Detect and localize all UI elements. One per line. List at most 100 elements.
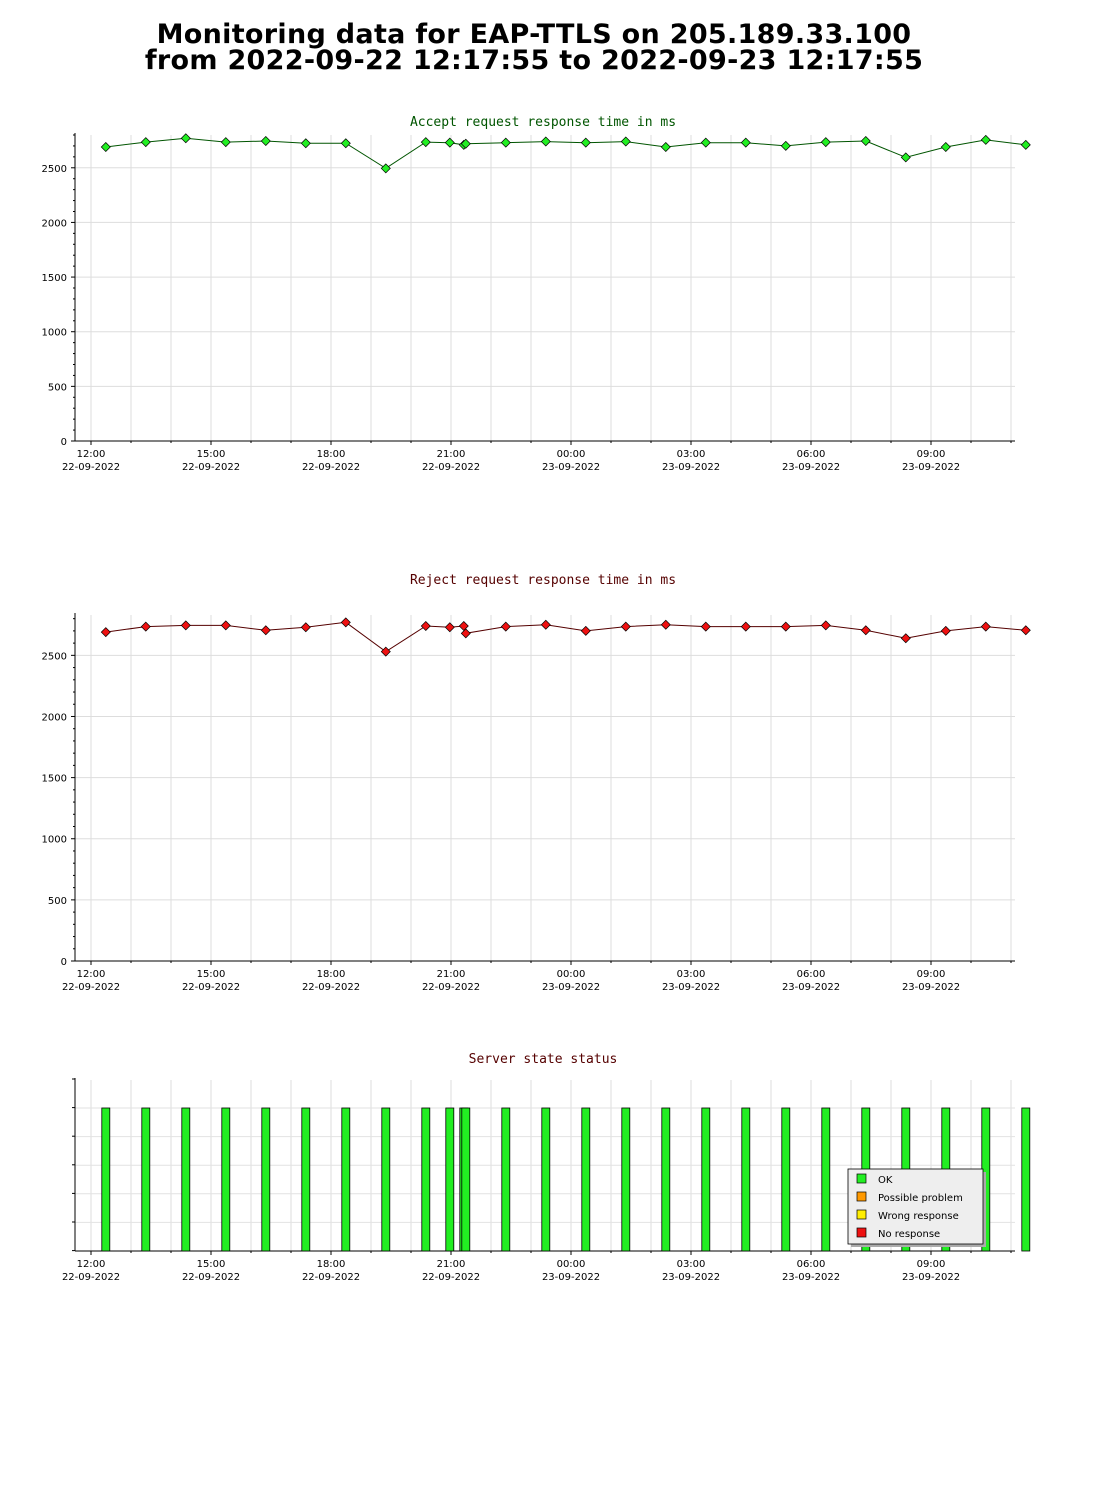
status-bar — [181, 1107, 191, 1252]
data-point — [940, 142, 951, 153]
data-point — [1020, 139, 1031, 150]
x-tick-label-time: 15:00 — [197, 969, 226, 980]
chart-3: Server state status 12:00 22-09-2022 15:00 2… — [62, 1052, 1031, 1283]
x-tick-label-date: 23-09-2022 — [902, 462, 960, 473]
data-point — [820, 137, 831, 148]
data-point — [380, 646, 391, 657]
status-bar — [741, 1107, 751, 1252]
x-tick-label-date: 22-09-2022 — [182, 462, 240, 473]
data-point — [180, 133, 191, 144]
x-tick-label-time: 12:00 — [77, 449, 106, 460]
status-bar — [381, 1107, 391, 1252]
status-bar — [821, 1107, 831, 1252]
x-tick-label-time: 18:00 — [317, 1259, 346, 1270]
y-tick-label: 1000 — [42, 328, 67, 339]
x-tick-label-date: 22-09-2022 — [62, 462, 120, 473]
chart-2: Reject request response time in ms 12:00 2… — [42, 573, 1031, 993]
status-bar — [301, 1107, 311, 1252]
data-point — [220, 620, 231, 631]
x-tick-label-date: 22-09-2022 — [62, 1272, 120, 1283]
data-point — [140, 137, 151, 148]
data-point — [900, 152, 911, 163]
x-tick-label-time: 15:00 — [197, 1259, 226, 1270]
x-tick-label-date: 22-09-2022 — [182, 982, 240, 993]
x-tick-label-time: 03:00 — [677, 449, 706, 460]
status-bar — [1021, 1107, 1031, 1252]
x-tick-label-date: 23-09-2022 — [902, 1272, 960, 1283]
x-tick-label-date: 23-09-2022 — [542, 462, 600, 473]
legend-label: Wrong response — [878, 1211, 959, 1222]
x-tick-label-date: 23-09-2022 — [662, 982, 720, 993]
x-tick-label-date: 22-09-2022 — [422, 982, 480, 993]
status-bar — [445, 1107, 455, 1252]
data-point — [620, 621, 631, 632]
y-tick-label: 2000 — [42, 218, 67, 229]
legend-label: No response — [878, 1229, 940, 1240]
chart-1: Accept request response time in ms 12:00 2… — [42, 115, 1031, 473]
data-point — [340, 138, 351, 149]
data-point — [940, 625, 951, 636]
x-tick-label-time: 21:00 — [437, 969, 466, 980]
x-tick-label-time: 06:00 — [797, 449, 826, 460]
x-tick-label-time: 00:00 — [557, 1259, 586, 1270]
x-tick-label-time: 21:00 — [437, 449, 466, 460]
data-point — [300, 622, 311, 633]
data-point — [740, 137, 751, 148]
series-line — [105, 137, 1026, 169]
data-point — [660, 619, 671, 630]
x-tick-label-time: 00:00 — [557, 449, 586, 460]
legend-swatch — [856, 1227, 867, 1238]
data-point — [540, 619, 551, 630]
status-bar — [221, 1107, 231, 1252]
data-point — [780, 621, 791, 632]
legend-swatch — [856, 1209, 867, 1220]
x-tick-label-date: 22-09-2022 — [62, 982, 120, 993]
data-point — [300, 138, 311, 149]
series-line — [105, 621, 1026, 653]
data-point — [660, 142, 671, 153]
x-tick-label-time: 18:00 — [317, 449, 346, 460]
data-point — [380, 163, 391, 174]
x-tick-label-time: 09:00 — [917, 969, 946, 980]
legend-label: Possible problem — [878, 1193, 963, 1204]
y-tick-label: 500 — [48, 382, 67, 393]
data-point — [900, 633, 911, 644]
x-tick-label-time: 15:00 — [197, 449, 226, 460]
x-tick-label-date: 23-09-2022 — [662, 462, 720, 473]
data-point — [580, 137, 591, 148]
y-tick-label: 1500 — [42, 774, 67, 785]
status-bar — [101, 1107, 111, 1252]
data-point — [460, 138, 471, 149]
chart-title: Reject request response time in ms — [410, 573, 676, 588]
x-tick-label-date: 22-09-2022 — [182, 1272, 240, 1283]
page-title-line1: Monitoring data for EAP-TTLS on 205.189.… — [156, 19, 912, 50]
data-point — [540, 136, 551, 147]
x-tick-label-time: 00:00 — [557, 969, 586, 980]
data-point — [580, 625, 591, 636]
status-bar — [421, 1107, 431, 1252]
x-tick-label-date: 22-09-2022 — [302, 1272, 360, 1283]
x-tick-label-date: 23-09-2022 — [662, 1272, 720, 1283]
status-bar — [501, 1107, 511, 1252]
data-point — [100, 142, 111, 153]
status-bar — [701, 1107, 711, 1252]
data-point — [980, 621, 991, 632]
x-tick-label-date: 22-09-2022 — [422, 1272, 480, 1283]
data-point — [860, 625, 871, 636]
x-tick-label-time: 03:00 — [677, 1259, 706, 1270]
x-tick-label-time: 03:00 — [677, 969, 706, 980]
x-tick-label-date: 23-09-2022 — [542, 982, 600, 993]
x-tick-label-date: 23-09-2022 — [782, 462, 840, 473]
data-point — [180, 620, 191, 631]
data-point — [444, 137, 455, 148]
data-point — [500, 137, 511, 148]
legend-label: OK — [878, 1175, 893, 1186]
data-point — [620, 136, 631, 147]
status-bar — [621, 1107, 631, 1252]
x-tick-label-date: 22-09-2022 — [302, 462, 360, 473]
data-point — [100, 627, 111, 638]
y-tick-label: 1000 — [42, 835, 67, 846]
y-tick-label: 2500 — [42, 164, 67, 175]
legend-box — [847, 1168, 984, 1245]
data-point — [700, 137, 711, 148]
